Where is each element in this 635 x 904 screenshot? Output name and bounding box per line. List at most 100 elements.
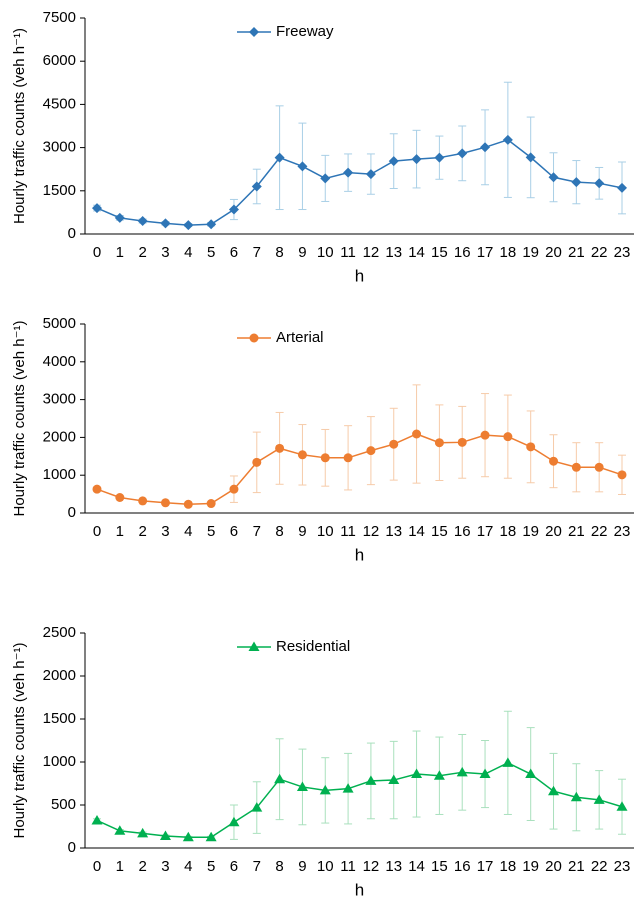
y-tick-label: 0 — [68, 839, 76, 856]
y-tick-label: 1500 — [43, 710, 76, 727]
x-tick-label: 5 — [207, 858, 215, 875]
marker — [548, 785, 560, 796]
x-tick-label: 10 — [317, 244, 334, 261]
x-tick-label: 18 — [500, 244, 517, 261]
marker — [548, 172, 559, 183]
x-tick-label: 3 — [161, 523, 169, 540]
x-tick-label: 15 — [431, 858, 448, 875]
x-tick-label: 9 — [298, 523, 306, 540]
marker — [92, 203, 102, 214]
y-tick-label: 1000 — [43, 753, 76, 770]
marker — [594, 462, 604, 472]
x-tick-label: 3 — [161, 244, 169, 261]
marker — [274, 773, 286, 784]
y-tick-label: 0 — [68, 225, 76, 242]
line — [96, 138, 623, 226]
marker — [525, 768, 537, 779]
x-tick-label: 13 — [385, 858, 402, 875]
x-tick-label: 15 — [431, 244, 448, 261]
x-tick-label: 17 — [477, 523, 494, 540]
marker — [206, 499, 216, 509]
x-tick-label: 8 — [275, 244, 283, 261]
x-tick-label: 19 — [522, 858, 539, 875]
x-tick-label: 22 — [591, 523, 608, 540]
x-tick-label: 18 — [500, 523, 517, 540]
y-axis-label: Hourly traffic counts (veh h⁻¹) — [11, 28, 28, 224]
x-tick-label: 14 — [408, 244, 425, 261]
y-axis-label: Hourly traffic counts (veh h⁻¹) — [11, 320, 28, 516]
marker — [456, 766, 468, 777]
x-tick-label: 6 — [230, 858, 238, 875]
marker — [182, 831, 194, 842]
x-tick-label: 9 — [298, 244, 306, 261]
marker — [502, 757, 514, 767]
x-tick-label: 14 — [408, 523, 425, 540]
x-tick-label: 11 — [340, 858, 356, 875]
marker — [571, 177, 582, 188]
marker — [114, 212, 125, 223]
x-tick-label: 16 — [454, 523, 471, 540]
x-tick-label: 2 — [138, 523, 146, 540]
x-tick-label: 21 — [568, 523, 585, 540]
x-tick-label: 21 — [568, 244, 585, 261]
x-tick-label: 16 — [454, 858, 471, 875]
marker — [274, 152, 285, 163]
y-tick-label: 6000 — [43, 52, 76, 69]
x-tick-label: 19 — [522, 523, 539, 540]
marker — [229, 484, 239, 494]
marker — [434, 438, 444, 448]
marker — [205, 831, 217, 842]
marker — [502, 134, 513, 145]
marker — [411, 768, 423, 779]
marker — [479, 768, 491, 779]
y-tick-label: 1000 — [43, 466, 76, 483]
marker — [388, 156, 399, 167]
y-tick-label: 0 — [68, 504, 76, 521]
y-axis-label: Hourly traffic counts (veh h⁻¹) — [11, 642, 28, 838]
x-tick-label: 4 — [184, 244, 192, 261]
marker — [593, 794, 605, 804]
marker — [160, 218, 171, 229]
marker — [206, 219, 217, 230]
marker — [617, 470, 627, 480]
marker — [343, 167, 354, 178]
marker — [275, 443, 285, 453]
x-tick-label: 5 — [207, 523, 215, 540]
marker — [183, 220, 194, 231]
x-tick-label: 12 — [363, 244, 380, 261]
line — [96, 762, 623, 838]
y-tick-label: 2500 — [43, 624, 76, 641]
x-axis-label: h — [355, 545, 364, 564]
marker — [457, 437, 467, 447]
marker — [228, 204, 239, 215]
x-tick-label: 0 — [93, 244, 101, 261]
x-tick-label: 11 — [340, 523, 356, 540]
marker — [480, 430, 490, 440]
x-tick-label: 7 — [253, 858, 261, 875]
legend-label: Arterial — [276, 329, 324, 346]
marker — [412, 429, 422, 439]
x-tick-label: 0 — [93, 858, 101, 875]
x-tick-label: 2 — [138, 858, 146, 875]
y-tick-label: 3000 — [43, 391, 76, 408]
x-tick-label: 1 — [116, 523, 124, 540]
marker — [137, 216, 148, 227]
marker — [251, 181, 262, 192]
x-tick-label: 8 — [275, 858, 283, 875]
y-tick-label: 4500 — [43, 95, 76, 112]
marker — [92, 484, 102, 494]
x-tick-label: 7 — [253, 244, 261, 261]
marker — [320, 453, 330, 463]
marker — [114, 825, 126, 835]
x-tick-label: 21 — [568, 858, 585, 875]
x-tick-label: 4 — [184, 523, 192, 540]
x-tick-label: 20 — [545, 523, 562, 540]
x-tick-label: 9 — [298, 858, 306, 875]
x-tick-label: 23 — [614, 244, 631, 261]
marker — [320, 173, 331, 184]
marker — [434, 152, 445, 163]
marker — [365, 775, 377, 785]
x-tick-label: 17 — [477, 858, 494, 875]
legend-marker — [248, 641, 260, 651]
